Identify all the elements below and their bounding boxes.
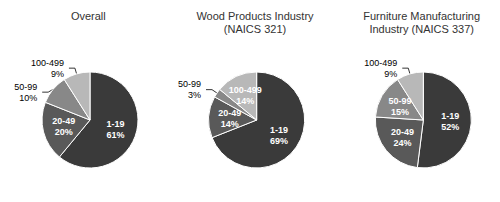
svg-text:20-49: 20-49 [52, 116, 75, 126]
svg-text:1-19: 1-19 [106, 119, 124, 129]
svg-text:100-499: 100-499 [364, 58, 397, 68]
svg-text:10%: 10% [19, 93, 37, 103]
svg-text:50-99: 50-99 [178, 79, 201, 89]
svg-text:Furniture Manufacturing: Furniture Manufacturing [363, 10, 480, 22]
svg-text:24%: 24% [394, 138, 412, 148]
svg-text:Overall: Overall [71, 10, 106, 22]
svg-text:1-19: 1-19 [270, 125, 288, 135]
svg-text:20-49: 20-49 [218, 108, 241, 118]
svg-text:69%: 69% [270, 136, 288, 146]
svg-text:61%: 61% [106, 130, 124, 140]
svg-text:20%: 20% [55, 127, 73, 137]
svg-text:9%: 9% [51, 69, 64, 79]
svg-text:1-19: 1-19 [441, 111, 459, 121]
svg-text:20-49: 20-49 [391, 127, 414, 137]
svg-text:100-499: 100-499 [229, 85, 262, 95]
svg-text:14%: 14% [221, 119, 239, 129]
svg-text:9%: 9% [384, 69, 397, 79]
svg-text:3%: 3% [188, 90, 201, 100]
svg-text:14%: 14% [236, 96, 254, 106]
svg-text:Wood Products Industry: Wood Products Industry [196, 10, 314, 22]
svg-text:100-499: 100-499 [31, 58, 64, 68]
svg-text:Industry (NAICS 337): Industry (NAICS 337) [369, 23, 474, 35]
svg-text:15%: 15% [391, 107, 409, 117]
svg-text:(NAICS 321): (NAICS 321) [224, 23, 286, 35]
svg-text:50-99: 50-99 [389, 96, 412, 106]
svg-text:50-99: 50-99 [14, 82, 37, 92]
svg-text:52%: 52% [441, 122, 459, 132]
